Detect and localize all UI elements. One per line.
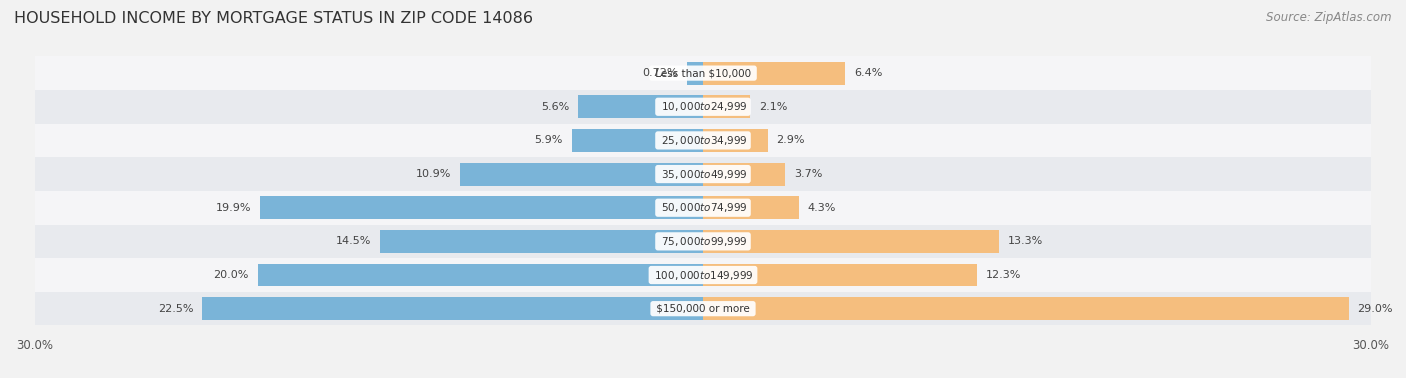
Text: 29.0%: 29.0%	[1357, 304, 1393, 314]
Legend: Without Mortgage, With Mortgage: Without Mortgage, With Mortgage	[567, 377, 839, 378]
Text: 20.0%: 20.0%	[214, 270, 249, 280]
Bar	[578, 95, 703, 118]
Text: $35,000 to $49,999: $35,000 to $49,999	[658, 167, 748, 181]
Text: $100,000 to $149,999: $100,000 to $149,999	[651, 268, 755, 282]
Text: HOUSEHOLD INCOME BY MORTGAGE STATUS IN ZIP CODE 14086: HOUSEHOLD INCOME BY MORTGAGE STATUS IN Z…	[14, 11, 533, 26]
Bar	[703, 263, 977, 287]
Bar	[380, 230, 703, 253]
Text: $75,000 to $99,999: $75,000 to $99,999	[658, 235, 748, 248]
Text: 19.9%: 19.9%	[215, 203, 252, 213]
Bar	[703, 129, 768, 152]
Bar	[35, 191, 1371, 225]
Text: 5.6%: 5.6%	[541, 102, 569, 112]
Bar	[703, 230, 1000, 253]
Text: 2.1%: 2.1%	[759, 102, 787, 112]
Text: $10,000 to $24,999: $10,000 to $24,999	[658, 100, 748, 113]
Text: 5.9%: 5.9%	[534, 135, 562, 146]
Text: 14.5%: 14.5%	[336, 236, 371, 246]
Text: 13.3%: 13.3%	[1008, 236, 1043, 246]
Text: 22.5%: 22.5%	[157, 304, 193, 314]
Bar	[257, 263, 703, 287]
Text: 6.4%: 6.4%	[855, 68, 883, 78]
Bar	[35, 124, 1371, 157]
Bar	[260, 196, 703, 219]
Bar	[35, 258, 1371, 292]
Bar	[572, 129, 703, 152]
Text: 4.3%: 4.3%	[807, 203, 837, 213]
Bar	[202, 297, 703, 320]
Bar	[688, 62, 703, 85]
Text: $50,000 to $74,999: $50,000 to $74,999	[658, 201, 748, 214]
Text: 12.3%: 12.3%	[986, 270, 1021, 280]
Bar	[35, 90, 1371, 124]
Bar	[35, 56, 1371, 90]
Text: 0.72%: 0.72%	[643, 68, 678, 78]
Bar	[460, 163, 703, 186]
Bar	[703, 62, 845, 85]
Bar	[35, 292, 1371, 325]
Bar	[703, 196, 799, 219]
Bar	[35, 225, 1371, 258]
Bar	[703, 297, 1348, 320]
Bar	[35, 157, 1371, 191]
Text: 3.7%: 3.7%	[794, 169, 823, 179]
Bar	[703, 163, 786, 186]
Text: 10.9%: 10.9%	[416, 169, 451, 179]
Text: 2.9%: 2.9%	[776, 135, 806, 146]
Text: $150,000 or more: $150,000 or more	[652, 304, 754, 314]
Text: Less than $10,000: Less than $10,000	[652, 68, 754, 78]
Text: Source: ZipAtlas.com: Source: ZipAtlas.com	[1267, 11, 1392, 24]
Bar	[703, 95, 749, 118]
Text: $25,000 to $34,999: $25,000 to $34,999	[658, 134, 748, 147]
